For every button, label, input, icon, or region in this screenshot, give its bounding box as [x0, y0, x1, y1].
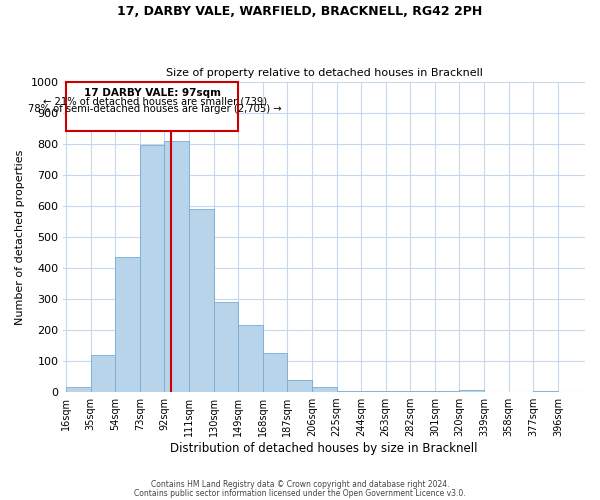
- Bar: [533, 390, 558, 392]
- Bar: [214, 302, 238, 392]
- Bar: [164, 140, 189, 392]
- Text: 17 DARBY VALE: 97sqm: 17 DARBY VALE: 97sqm: [83, 88, 221, 99]
- Bar: [115, 257, 140, 392]
- Bar: [337, 390, 361, 392]
- Text: Contains public sector information licensed under the Open Government Licence v3: Contains public sector information licen…: [134, 489, 466, 498]
- Bar: [140, 145, 164, 392]
- Text: 78% of semi-detached houses are larger (2,705) →: 78% of semi-detached houses are larger (…: [28, 104, 281, 114]
- FancyBboxPatch shape: [66, 82, 238, 131]
- Bar: [312, 388, 337, 392]
- Text: Contains HM Land Registry data © Crown copyright and database right 2024.: Contains HM Land Registry data © Crown c…: [151, 480, 449, 489]
- Bar: [460, 390, 484, 392]
- Text: ← 21% of detached houses are smaller (739): ← 21% of detached houses are smaller (73…: [43, 96, 267, 106]
- Bar: [287, 380, 312, 392]
- Bar: [263, 354, 287, 392]
- Text: 17, DARBY VALE, WARFIELD, BRACKNELL, RG42 2PH: 17, DARBY VALE, WARFIELD, BRACKNELL, RG4…: [118, 5, 482, 18]
- X-axis label: Distribution of detached houses by size in Bracknell: Distribution of detached houses by size …: [170, 442, 478, 455]
- Bar: [91, 355, 115, 392]
- Title: Size of property relative to detached houses in Bracknell: Size of property relative to detached ho…: [166, 68, 482, 78]
- Bar: [66, 388, 91, 392]
- Y-axis label: Number of detached properties: Number of detached properties: [15, 149, 25, 324]
- Bar: [189, 209, 214, 392]
- Bar: [238, 326, 263, 392]
